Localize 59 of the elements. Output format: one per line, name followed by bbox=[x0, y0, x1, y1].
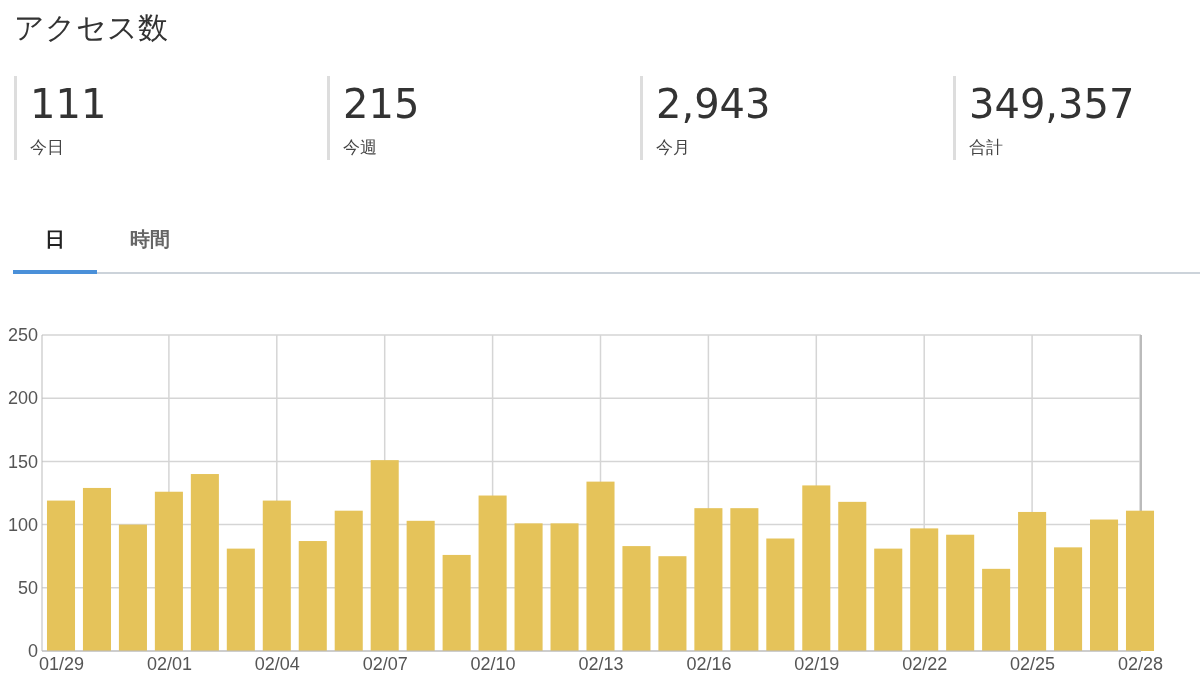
x-tick-label: 02/22 bbox=[902, 653, 948, 674]
bar bbox=[766, 538, 795, 651]
text: 今週 bbox=[343, 137, 377, 157]
x-tick-label: 02/13 bbox=[578, 653, 624, 674]
bar bbox=[946, 534, 975, 651]
bar bbox=[982, 568, 1011, 651]
text: 2,943 bbox=[656, 81, 771, 127]
bar bbox=[514, 523, 543, 651]
bar bbox=[1090, 519, 1119, 651]
bar bbox=[694, 508, 723, 651]
bar bbox=[154, 491, 183, 651]
chart-title: アクセス数 bbox=[14, 10, 168, 45]
bar bbox=[190, 474, 219, 651]
y-tick-label: 200 bbox=[7, 388, 38, 409]
x-tick-label: 02/25 bbox=[1010, 653, 1056, 674]
bar bbox=[334, 510, 363, 651]
text: 合計 bbox=[969, 137, 1003, 157]
x-tick-label: 02/19 bbox=[794, 653, 840, 674]
y-tick-label: 250 bbox=[7, 325, 38, 346]
x-tick-label: 02/07 bbox=[362, 653, 408, 674]
bar bbox=[730, 508, 759, 651]
bar bbox=[478, 495, 507, 651]
bar bbox=[406, 520, 435, 651]
x-tick-label: 02/28 bbox=[1117, 653, 1164, 674]
text: 111 bbox=[30, 81, 107, 127]
bar bbox=[802, 485, 831, 651]
bar bbox=[622, 546, 651, 651]
bar bbox=[550, 523, 579, 651]
y-tick-label: 100 bbox=[7, 514, 38, 535]
bar bbox=[442, 554, 471, 651]
bar bbox=[1125, 510, 1155, 651]
x-tick-label: 02/16 bbox=[686, 653, 732, 674]
x-tick-label: 02/10 bbox=[470, 653, 516, 674]
x-tick-label: 01/29 bbox=[38, 653, 85, 674]
bar bbox=[658, 556, 687, 651]
text: 時間 bbox=[130, 227, 170, 251]
bar bbox=[370, 460, 399, 651]
bar bbox=[874, 548, 903, 651]
bar bbox=[82, 487, 111, 651]
bar bbox=[1054, 547, 1083, 651]
bar bbox=[46, 500, 76, 651]
bar bbox=[118, 524, 147, 651]
bar bbox=[226, 548, 255, 651]
bar bbox=[298, 541, 327, 651]
bar bbox=[1018, 511, 1047, 651]
bar bbox=[910, 528, 939, 651]
text: 日 bbox=[45, 227, 65, 251]
text: 215 bbox=[343, 81, 420, 127]
bar bbox=[838, 501, 867, 651]
x-tick-label: 02/04 bbox=[254, 653, 300, 674]
text: 今月 bbox=[656, 137, 690, 157]
bar bbox=[262, 500, 291, 651]
text: 349,357 bbox=[969, 81, 1135, 127]
y-tick-label: 0 bbox=[27, 641, 38, 662]
y-tick-label: 150 bbox=[7, 451, 38, 472]
text: 今日 bbox=[30, 137, 64, 157]
y-tick-label: 50 bbox=[17, 578, 38, 599]
bar bbox=[586, 481, 615, 651]
x-tick-label: 02/01 bbox=[146, 653, 192, 674]
